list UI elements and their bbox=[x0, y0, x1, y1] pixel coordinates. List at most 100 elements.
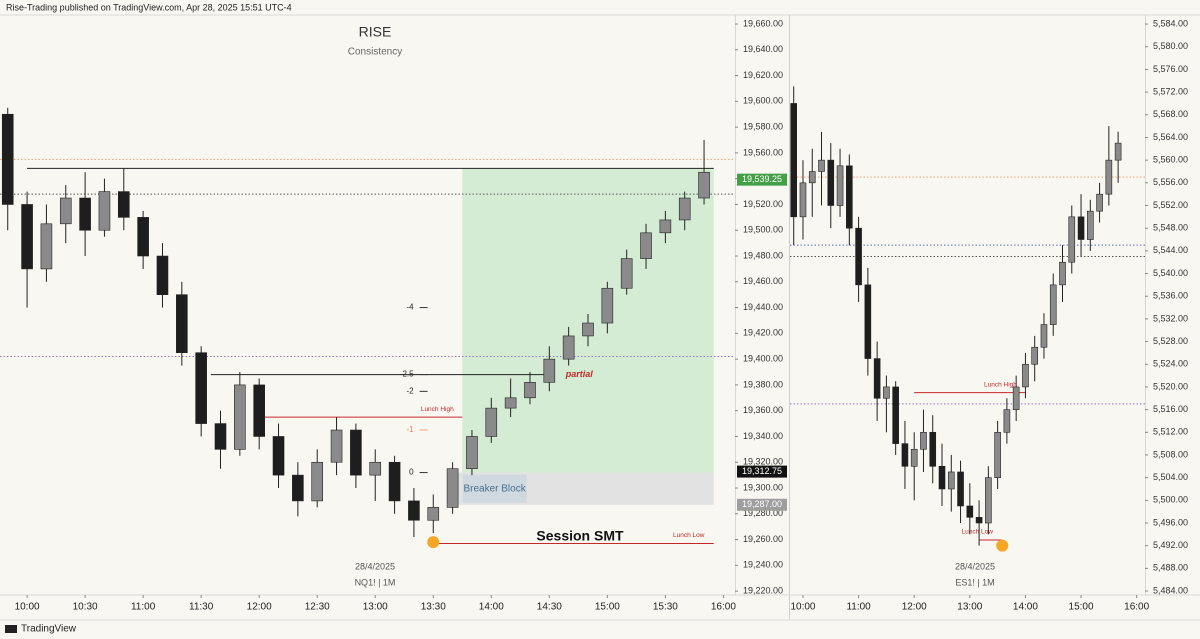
y-tick-label: 5,508.00 bbox=[1153, 449, 1188, 459]
y-tick-label: 19,640.00 bbox=[743, 44, 783, 54]
candle-body bbox=[156, 255, 169, 295]
price-tag bbox=[737, 498, 787, 511]
y-tick-label: 5,552.00 bbox=[1153, 200, 1188, 210]
candle-body bbox=[253, 384, 265, 437]
header: Rise-Trading published on TradingView.co… bbox=[6, 2, 292, 12]
candle-body bbox=[947, 471, 955, 490]
candle-body bbox=[1059, 261, 1066, 286]
candle-body bbox=[350, 429, 362, 476]
y-tick-label: 19,420.00 bbox=[743, 328, 783, 338]
candle-body bbox=[901, 443, 909, 467]
y-tick-label: 5,564.00 bbox=[1153, 132, 1188, 142]
y-tick-label: 19,600.00 bbox=[743, 96, 783, 106]
candle-body bbox=[98, 191, 111, 231]
candle-body bbox=[620, 258, 633, 289]
candle-body bbox=[21, 204, 33, 270]
y-tick-label: 5,496.00 bbox=[1153, 517, 1188, 527]
fib-label: -2.5 bbox=[400, 370, 414, 379]
zone-label: Breaker Block bbox=[463, 483, 526, 494]
marker bbox=[996, 539, 1009, 552]
candle-body bbox=[883, 386, 890, 399]
y-tick-label: 19,520.00 bbox=[743, 199, 783, 209]
candle-body bbox=[504, 397, 517, 409]
zone-label-box bbox=[462, 474, 527, 503]
candle-body bbox=[929, 431, 937, 467]
chart-subtitle: Consistency bbox=[348, 47, 402, 58]
candle-body bbox=[975, 517, 983, 524]
candle-body bbox=[137, 217, 149, 257]
candle-body bbox=[234, 384, 246, 450]
candle-body bbox=[1114, 142, 1122, 161]
candle-body bbox=[1096, 193, 1103, 212]
x-tick-label: 13:00 bbox=[957, 602, 982, 613]
y-tick-label: 5,492.00 bbox=[1153, 540, 1188, 550]
candle-body bbox=[640, 232, 652, 259]
level-label: Lunch Low bbox=[962, 529, 994, 536]
session-smt: Session SMT bbox=[536, 528, 624, 544]
y-tick-label: 5,572.00 bbox=[1153, 86, 1188, 96]
candle-body bbox=[1003, 409, 1011, 433]
price-tag bbox=[737, 465, 787, 478]
candle-body bbox=[214, 423, 227, 450]
date-label: 28/4/2025 bbox=[355, 561, 395, 571]
candle-body bbox=[388, 461, 401, 502]
candle-body bbox=[827, 159, 835, 206]
fib-label: -4 bbox=[406, 303, 414, 312]
x-tick-label: 10:00 bbox=[15, 602, 40, 613]
y-tick-label: 19,240.00 bbox=[743, 560, 783, 570]
price-tag-label: 19,287.00 bbox=[742, 499, 782, 509]
y-tick-label: 19,580.00 bbox=[743, 122, 783, 132]
y-tick-label: 5,520.00 bbox=[1153, 381, 1188, 391]
date-label: 28/4/2025 bbox=[955, 561, 995, 571]
candle-body bbox=[1077, 216, 1085, 240]
candle-body bbox=[466, 436, 478, 469]
x-tick-label: 14:30 bbox=[537, 602, 562, 613]
candle-body bbox=[1, 113, 14, 205]
y-tick-label: 19,300.00 bbox=[743, 482, 783, 492]
candle-body bbox=[427, 507, 440, 521]
candle-body bbox=[79, 197, 91, 231]
chart-title: RISE bbox=[359, 24, 392, 40]
y-tick-label: 5,516.00 bbox=[1153, 404, 1188, 414]
x-tick-label: 11:30 bbox=[189, 602, 214, 613]
y-tick-label: 5,528.00 bbox=[1153, 336, 1188, 346]
candle-body bbox=[272, 436, 285, 476]
x-tick-label: 16:00 bbox=[711, 602, 736, 613]
y-tick-label: 5,504.00 bbox=[1153, 472, 1188, 482]
candle-body bbox=[117, 191, 130, 218]
candle-body bbox=[1012, 386, 1020, 410]
level-label: partial bbox=[565, 369, 594, 379]
candle-body bbox=[892, 386, 899, 444]
candle-body bbox=[601, 287, 614, 324]
y-tick-label: 5,548.00 bbox=[1153, 223, 1188, 233]
level-label: Lunch High bbox=[421, 406, 454, 413]
candle-body bbox=[446, 468, 459, 508]
y-tick-label: 5,544.00 bbox=[1153, 245, 1188, 255]
candle-body bbox=[176, 294, 188, 353]
x-tick-label: 13:30 bbox=[421, 602, 446, 613]
candle-body bbox=[40, 223, 53, 270]
marker bbox=[427, 536, 440, 549]
candle-body bbox=[957, 471, 964, 507]
candle-body bbox=[59, 197, 72, 225]
y-tick-label: 5,524.00 bbox=[1153, 359, 1188, 369]
candle-body bbox=[966, 505, 974, 518]
candle-body bbox=[369, 461, 382, 476]
candle-body bbox=[485, 407, 498, 437]
candle-body bbox=[698, 171, 710, 199]
candle-body bbox=[524, 382, 536, 399]
x-tick-label: 11:00 bbox=[131, 602, 156, 613]
price-tag bbox=[737, 173, 787, 186]
footer: TradingView bbox=[21, 624, 77, 635]
candle-body bbox=[292, 474, 304, 502]
symbol-label: NQ1! | 1M bbox=[355, 577, 396, 587]
x-tick-label: 12:30 bbox=[305, 602, 330, 613]
y-tick-label: 5,512.00 bbox=[1153, 427, 1188, 437]
fib-label: -2 bbox=[406, 386, 414, 395]
x-tick-label: 13:00 bbox=[363, 602, 388, 613]
y-tick-label: 5,584.00 bbox=[1153, 18, 1188, 28]
y-tick-label: 19,260.00 bbox=[743, 534, 783, 544]
y-tick-label: 19,400.00 bbox=[743, 354, 783, 364]
candle-body bbox=[790, 103, 798, 218]
